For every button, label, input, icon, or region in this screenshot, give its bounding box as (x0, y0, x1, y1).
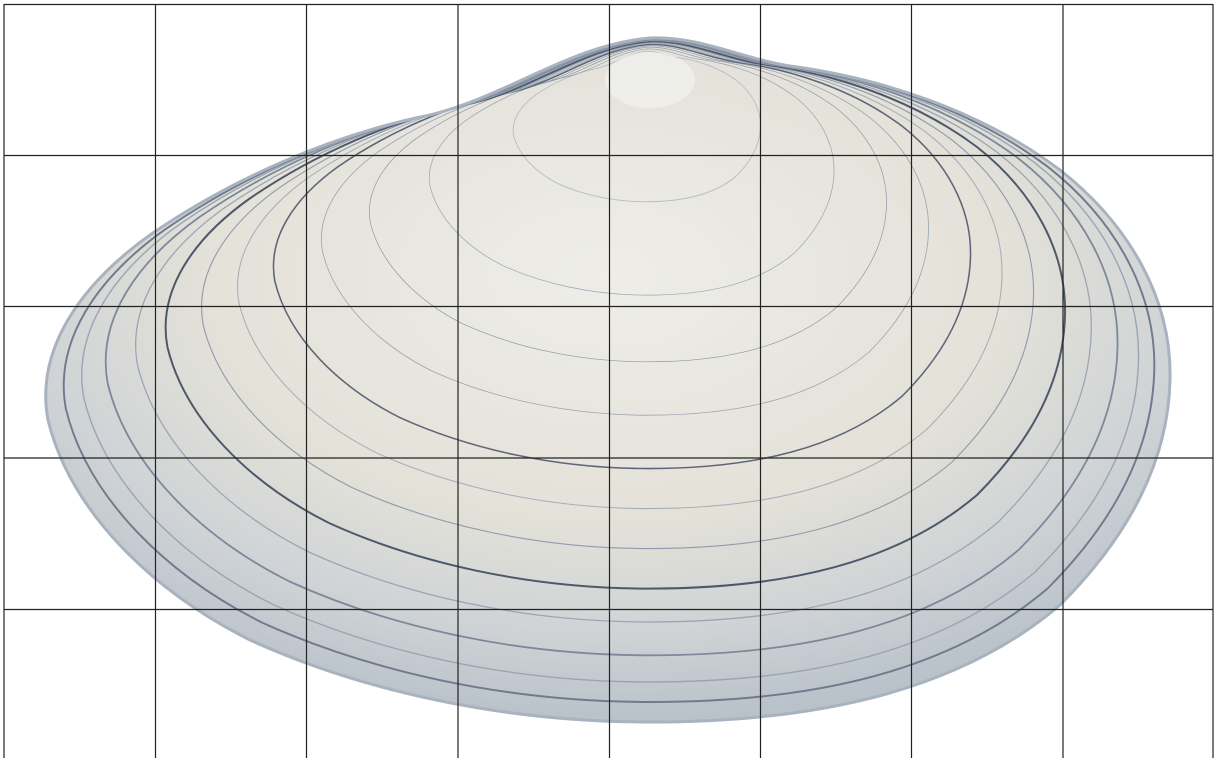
grid (3, 3, 1214, 758)
umbo (605, 52, 695, 108)
